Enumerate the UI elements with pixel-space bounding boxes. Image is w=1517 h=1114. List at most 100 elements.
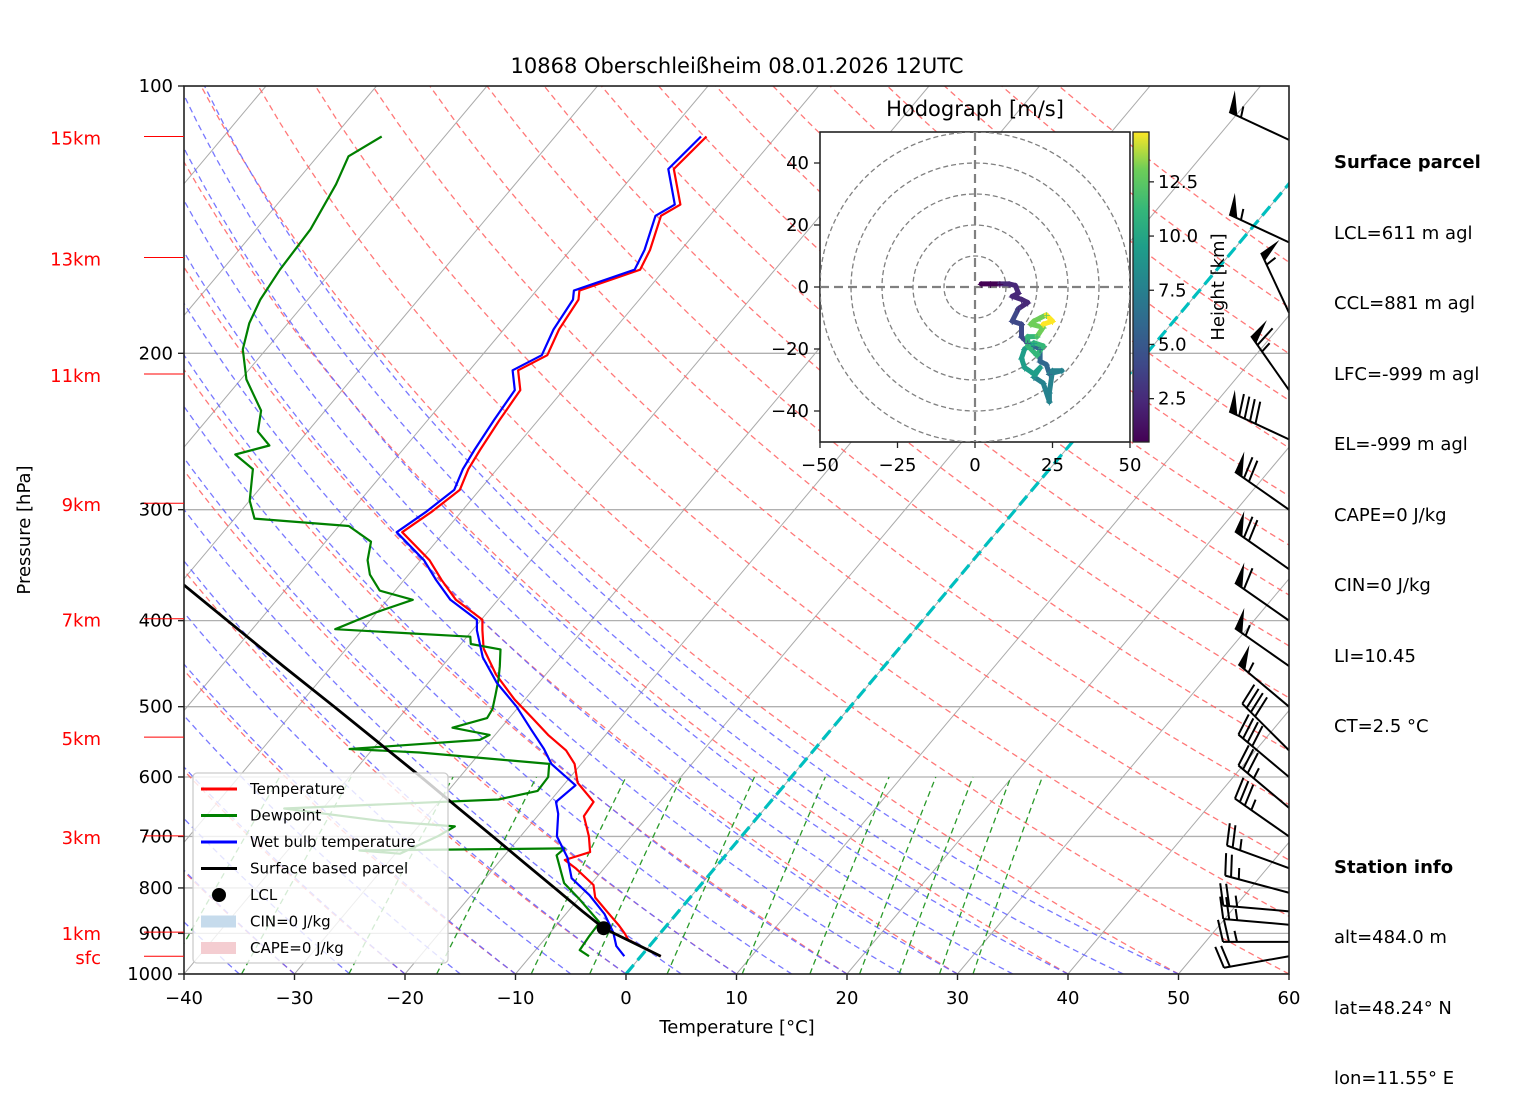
parcel-line: LCL=611 m agl — [1334, 222, 1481, 246]
barb-full — [1227, 823, 1230, 845]
barb-full — [1245, 397, 1250, 419]
hodograph-point: + — [1045, 396, 1054, 409]
hodo-y-tick-label: −20 — [771, 339, 809, 360]
barb-full — [1239, 394, 1244, 416]
x-tick-label: −20 — [386, 988, 424, 1009]
legend-swatch-marker — [212, 888, 226, 902]
y-tick-label: 500 — [139, 697, 173, 718]
hodograph-point: + — [977, 278, 986, 291]
wind-barb — [1215, 946, 1289, 968]
height-label: 3km — [62, 828, 101, 849]
barb-full — [1255, 402, 1260, 424]
barb-full — [1250, 399, 1255, 421]
x-tick-label: 50 — [1167, 988, 1190, 1009]
wind-barb — [1229, 193, 1289, 243]
x-tick-label: 20 — [836, 988, 859, 1009]
station-line: lat=48.24° N — [1334, 997, 1481, 1021]
y-axis-label: Pressure [hPa] — [14, 465, 35, 594]
barb-flag — [1229, 90, 1237, 115]
legend-label: CIN=0 J/kg — [250, 913, 331, 931]
hodograph-point: + — [995, 278, 1004, 291]
wind-barb — [1235, 452, 1289, 510]
barb-full — [1224, 920, 1229, 942]
hodograph-point: + — [1048, 315, 1057, 328]
parcel-line: CAPE=0 J/kg — [1334, 504, 1481, 528]
legend-label: CAPE=0 J/kg — [250, 939, 344, 957]
barb-staff — [1224, 956, 1289, 967]
barb-full — [1231, 855, 1232, 878]
hodograph: ++++++++++++++++++++++++++++++++++++++++… — [771, 97, 1229, 476]
hodograph-point: + — [1039, 377, 1048, 390]
barb-half — [1236, 909, 1238, 920]
station-line: alt=484.0 m — [1334, 926, 1481, 950]
colorbar-tick-label: 12.5 — [1158, 172, 1198, 193]
mixing-ratio-line — [899, 777, 973, 974]
barb-half — [1235, 931, 1238, 942]
barb-half — [1262, 343, 1270, 351]
legend-label: LCL — [250, 886, 278, 904]
parcel-header: Surface parcel — [1334, 151, 1481, 175]
height-label: 7km — [62, 611, 101, 632]
barb-flag — [1261, 240, 1279, 261]
height-label: 1km — [62, 924, 101, 945]
barb-staff — [1225, 876, 1289, 893]
hodograph-point: + — [1048, 365, 1057, 378]
hodograph-point: + — [1039, 318, 1048, 331]
barb-flag — [1229, 390, 1237, 415]
barb-full — [1242, 685, 1254, 704]
legend-label: Surface based parcel — [250, 860, 408, 878]
barb-staff — [1227, 846, 1289, 869]
barb-half — [1241, 209, 1243, 220]
hodo-y-tick-label: 20 — [786, 215, 809, 236]
height-label: 13km — [50, 249, 101, 270]
chart-title: 10868 Oberschleißheim 08.01.2026 12UTC — [511, 54, 964, 78]
barb-flag — [1229, 193, 1237, 218]
y-tick-label: 700 — [139, 826, 173, 847]
hodograph-point: + — [1032, 349, 1041, 362]
x-tick-label: 40 — [1057, 988, 1080, 1009]
hodo-y-tick-label: 0 — [798, 277, 809, 298]
hodo-x-tick-label: 25 — [1041, 455, 1064, 476]
y-tick-label: 100 — [139, 76, 173, 97]
hodograph-point: + — [986, 278, 995, 291]
hodo-y-tick-label: −40 — [771, 401, 809, 422]
parcel-line: CIN=0 J/kg — [1334, 574, 1481, 598]
hodograph-point: + — [1057, 365, 1066, 378]
parcel-line: LI=10.45 — [1334, 645, 1481, 669]
x-tick-label: −30 — [276, 988, 314, 1009]
height-label: 5km — [62, 729, 101, 750]
wind-barb — [1229, 90, 1289, 140]
legend-label: Wet bulb temperature — [250, 833, 416, 851]
barb-full — [1247, 689, 1259, 708]
x-tick-label: 10 — [725, 988, 748, 1009]
colorbar-tick-label: 5.0 — [1158, 334, 1187, 355]
hodo-x-tick-label: 50 — [1119, 455, 1142, 476]
mixing-ratio-line — [860, 777, 936, 974]
mixing-ratio-line — [437, 777, 537, 974]
hodo-x-tick-label: −25 — [879, 455, 917, 476]
height-label: 9km — [62, 495, 101, 516]
y-tick-label: 1000 — [127, 964, 173, 985]
station-header: Station info — [1334, 856, 1481, 880]
height-label: 15km — [50, 129, 101, 150]
y-tick-label: 200 — [139, 343, 173, 364]
colorbar — [1133, 132, 1149, 442]
parcel-line: LFC=-999 m agl — [1334, 363, 1481, 387]
barb-staff — [1229, 411, 1289, 439]
colorbar-tick-label: 2.5 — [1158, 389, 1187, 410]
hodo-x-tick-label: −50 — [801, 455, 839, 476]
barb-staff — [1223, 919, 1289, 925]
barb-staff — [1261, 253, 1289, 313]
mixing-ratio-line — [973, 777, 1042, 974]
legend-swatch-patch — [201, 916, 236, 928]
barb-half — [1248, 663, 1253, 673]
hodograph-point: + — [1008, 290, 1017, 303]
station-line: lon=11.55° E — [1334, 1067, 1481, 1091]
legend-label: Dewpoint — [250, 807, 321, 825]
parcel-line: EL=-999 m agl — [1334, 433, 1481, 457]
x-tick-label: 60 — [1278, 988, 1301, 1009]
mixing-ratio-line — [667, 777, 754, 974]
hodograph-point: + — [1008, 315, 1017, 328]
legend-swatch-patch — [201, 942, 236, 954]
